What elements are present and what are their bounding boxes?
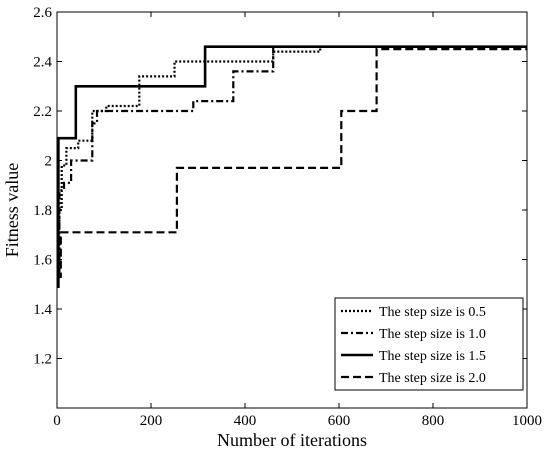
y-axis-title: Fitness value — [2, 163, 22, 258]
series-line-4 — [57, 48, 527, 278]
legend-box — [334, 297, 524, 391]
series-line-3 — [57, 45, 527, 288]
x-tick-label: 200 — [140, 413, 163, 429]
axes: 0 200 400 600 800 1000 1.2 1.4 1.6 1.8 2 2.2 2.4 2.6 — [33, 5, 542, 429]
x-tick-label: 0 — [53, 413, 61, 429]
legend-label-4: The step size is 2.0 — [379, 371, 486, 386]
y-tick-label: 1.4 — [33, 302, 52, 318]
y-tick-label: 2 — [45, 154, 53, 170]
x-tick-label: 400 — [234, 413, 257, 429]
y-tick-label: 1.6 — [33, 253, 52, 269]
y-tick-label: 1.8 — [33, 203, 52, 219]
series-line-2 — [57, 45, 527, 273]
series-line-1 — [57, 45, 527, 281]
x-axis-title: Number of iterations — [217, 430, 367, 450]
y-tick-label: 2.4 — [33, 55, 52, 71]
x-tick-label: 600 — [328, 413, 351, 429]
legend: The step size is 0.5 The step size is 1.0… — [334, 297, 524, 391]
x-tick-label: 800 — [422, 413, 445, 429]
y-tick-label: 2.2 — [33, 104, 52, 120]
plot-area — [57, 45, 527, 288]
y-tick-label: 2.6 — [33, 5, 52, 21]
legend-label-1: The step size is 0.5 — [379, 305, 486, 320]
legend-label-3: The step size is 1.5 — [379, 349, 486, 364]
legend-label-2: The step size is 1.0 — [379, 327, 486, 342]
x-tick-label: 1000 — [512, 413, 542, 429]
y-tick-label: 1.2 — [33, 352, 52, 368]
